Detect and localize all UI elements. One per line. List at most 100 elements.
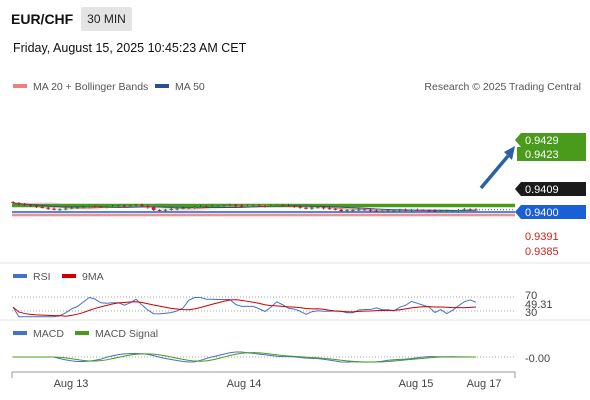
candle-body: [52, 208, 56, 210]
rsi-ma-legend-label: 9MA: [82, 271, 104, 283]
candle-body: [175, 208, 179, 210]
candle-body: [104, 206, 109, 208]
candle-body: [421, 210, 426, 211]
candle-body: [345, 210, 349, 212]
forecast-arrow: [479, 154, 510, 190]
rsi-ma-line: [12, 299, 477, 317]
candle-body: [456, 210, 461, 211]
candle: [304, 207, 308, 210]
candle-body: [474, 209, 478, 211]
candle: [239, 204, 244, 208]
candle-body: [368, 209, 373, 211]
candle-body: [386, 210, 390, 212]
macd-legend-swatch: [13, 331, 27, 335]
candle: [269, 204, 273, 208]
candle: [386, 209, 390, 212]
candle-body: [81, 207, 86, 208]
candle-body: [169, 209, 174, 210]
candle-body: [315, 207, 320, 209]
candle-body: [462, 209, 467, 211]
candle-body: [128, 205, 133, 207]
candle: [310, 206, 314, 210]
candle-body: [286, 205, 291, 207]
candle-body: [245, 206, 250, 207]
candle-body: [99, 206, 103, 208]
candle-body: [362, 209, 367, 211]
candle-body: [233, 205, 238, 206]
candle: [228, 203, 232, 207]
candle: [474, 208, 478, 211]
candle: [327, 207, 332, 210]
candle-body: [298, 206, 302, 208]
candle: [87, 205, 91, 209]
candle-body: [444, 210, 449, 212]
candle: [52, 207, 56, 211]
candle-body: [187, 207, 191, 209]
rsi-legend-label: RSI: [33, 271, 51, 283]
price-label-r2: 0.9429: [515, 133, 586, 147]
rsi-legend-swatch: [13, 274, 27, 278]
candle-body: [398, 209, 402, 211]
candle: [263, 205, 267, 208]
timeframe-badge[interactable]: 30 MIN: [81, 7, 132, 31]
candle: [450, 209, 455, 212]
candle-body: [198, 206, 203, 208]
candle: [222, 204, 226, 208]
candle-body: [22, 204, 27, 206]
candle: [58, 208, 62, 211]
candle-body: [257, 205, 261, 207]
x-tick-label: Aug 14: [227, 378, 262, 390]
candle-body: [34, 205, 39, 207]
candle-body: [40, 207, 45, 208]
candle: [17, 202, 21, 206]
candle: [134, 204, 138, 207]
candle: [169, 207, 174, 211]
forecast-arrow-head: [504, 146, 515, 160]
candle: [433, 209, 437, 212]
candle-body: [468, 209, 472, 211]
candle-body: [321, 207, 326, 209]
candle-body: [46, 207, 50, 209]
candle: [75, 206, 80, 209]
candle-body: [93, 206, 97, 208]
candle: [444, 209, 449, 212]
candle: [356, 208, 361, 211]
candle-body: [333, 208, 338, 210]
rsi-level-70-label: 70: [525, 290, 537, 302]
candle-body: [145, 206, 150, 208]
candle: [315, 206, 320, 209]
candle-body: [157, 210, 162, 211]
candle-body: [63, 208, 68, 210]
price-label-r1-text: 0.9423: [525, 149, 559, 161]
candle-body: [222, 205, 226, 207]
candle: [339, 208, 344, 213]
ma20-legend-swatch: [13, 84, 27, 88]
candle: [468, 208, 472, 211]
candle-body: [409, 209, 414, 211]
candle-body: [181, 208, 185, 209]
candle-body: [28, 205, 33, 206]
candle-body: [210, 206, 215, 208]
candle: [415, 208, 420, 211]
candle: [251, 204, 256, 208]
price-label-last-text: 0.9409: [525, 184, 559, 196]
candle: [128, 204, 133, 207]
candle: [34, 204, 39, 208]
macd-signal-line: [13, 352, 477, 363]
candle: [380, 210, 385, 213]
candle: [233, 204, 238, 207]
macd-signal-legend-swatch: [75, 331, 89, 335]
candle: [151, 206, 156, 211]
candle: [462, 208, 467, 211]
candle: [216, 205, 220, 207]
candle: [456, 209, 461, 212]
x-tick-label: Aug 15: [399, 378, 434, 390]
candle: [46, 206, 50, 210]
candle-body: [392, 210, 396, 212]
candle-body: [251, 205, 256, 207]
candle-body: [339, 209, 344, 211]
price-label-last: 0.9409: [515, 182, 586, 196]
candle: [368, 208, 373, 212]
price-label-s1: 0.9391: [525, 231, 559, 243]
